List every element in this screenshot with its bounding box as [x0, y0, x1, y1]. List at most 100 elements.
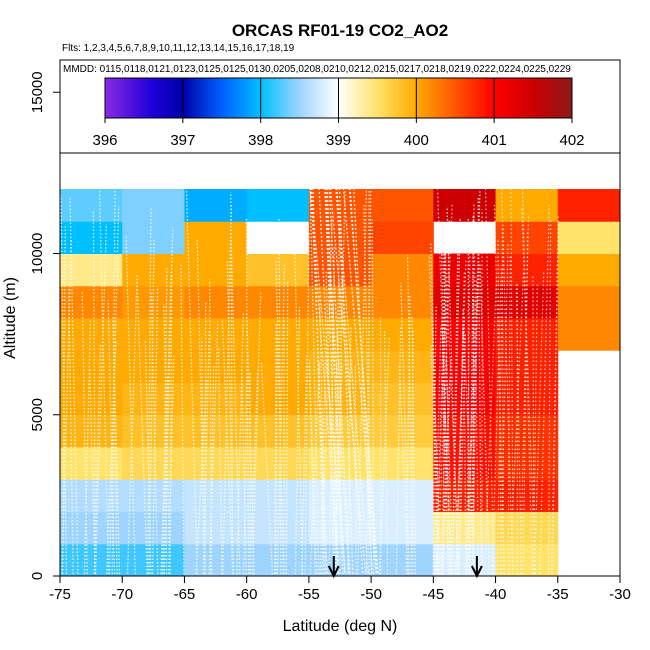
y-tick-label: 0	[29, 572, 46, 580]
flight-track	[111, 183, 116, 575]
flights-label: Flts: 1,2,3,4,5,6,7,8,9,10,11,12,13,14,1…	[62, 43, 295, 54]
flight-track	[164, 378, 168, 575]
flight-track	[325, 271, 335, 575]
flight-track	[400, 282, 410, 575]
flight-track	[243, 334, 249, 575]
flight-track	[221, 318, 234, 575]
colorbar-tick-label: 402	[559, 132, 584, 149]
heatmap-cell	[246, 447, 310, 480]
flight-track	[335, 179, 369, 575]
heatmap-cell	[371, 382, 434, 416]
flight-track	[208, 321, 219, 575]
heatmap-cell	[371, 221, 434, 254]
flight-track	[294, 244, 304, 575]
flight-track	[222, 203, 233, 575]
heatmap-cell	[557, 285, 621, 319]
flight-track	[539, 204, 550, 575]
flight-track	[532, 275, 535, 575]
heatmap-cell	[60, 253, 123, 287]
heatmap-cell	[371, 414, 434, 448]
heatmap-cell	[433, 447, 497, 480]
x-tick-label: -55	[298, 586, 320, 603]
heatmap-cell	[371, 479, 434, 512]
flight-track	[241, 367, 247, 575]
flight-track	[465, 246, 471, 575]
flight-track	[471, 263, 479, 575]
flight-track	[301, 355, 308, 575]
heatmap-cell	[60, 221, 123, 254]
flight-track	[162, 265, 168, 575]
flight-track	[547, 217, 552, 575]
flight-track	[521, 187, 533, 575]
heatmap-cell	[495, 382, 559, 416]
flight-track	[468, 215, 475, 575]
x-tick-label: -75	[49, 586, 71, 603]
flight-track	[94, 223, 108, 575]
flight-track	[98, 181, 110, 575]
plot-frame	[59, 59, 621, 577]
y-tick-label: 5000	[29, 398, 46, 431]
flight-track	[217, 347, 223, 575]
flight-track	[309, 189, 320, 575]
flight-track	[398, 363, 409, 575]
heatmap-cell	[122, 318, 185, 351]
flight-track	[185, 181, 198, 575]
flight-track	[163, 303, 171, 575]
axes: -75 -70 -65 -60 -55 -50 -45 -40 -35 -30 0 5000 10000…	[29, 71, 631, 603]
colorbar-tick-label: 401	[482, 132, 507, 149]
flight-track	[230, 192, 234, 575]
heatmap-cell	[184, 189, 248, 222]
x-tick-label: -60	[236, 586, 258, 603]
heatmap-cell	[495, 479, 559, 512]
flight-track	[378, 337, 391, 575]
flight-track	[334, 287, 341, 575]
heatmap-cell	[184, 318, 248, 351]
heatmap-cell	[184, 447, 248, 480]
flight-track	[319, 296, 327, 575]
flight-track	[532, 282, 538, 575]
flight-track	[308, 359, 316, 575]
heatmap-cell	[246, 221, 310, 254]
flight-track	[515, 283, 523, 575]
flight-track	[201, 338, 205, 575]
heatmap-cell	[122, 447, 185, 480]
flight-track	[472, 297, 475, 575]
flight-track	[112, 314, 121, 575]
flight-track	[136, 273, 148, 575]
x-axis-label: Latitude (deg N)	[283, 618, 398, 635]
heatmap-cell	[308, 285, 372, 319]
flight-track	[507, 256, 511, 575]
x-tick-label: -35	[547, 586, 569, 603]
flight-track	[456, 270, 465, 575]
flight-track	[484, 186, 495, 575]
flight-track	[410, 330, 414, 575]
flight-track	[275, 334, 278, 575]
heatmap-cell	[557, 189, 621, 222]
heatmap-cell	[495, 511, 559, 545]
flight-track	[465, 277, 478, 575]
x-tick-label: -50	[360, 586, 382, 603]
flight-track	[347, 325, 352, 575]
flight-track	[499, 242, 509, 575]
colorbar-ticks: 396 397 398 399 400 401 402	[92, 78, 585, 149]
y-tick-label: 15000	[29, 71, 46, 113]
heatmap-cell	[246, 189, 310, 222]
flight-track	[144, 339, 152, 575]
heatmap-cell	[371, 189, 434, 222]
flight-track	[92, 210, 97, 575]
flight-track	[309, 179, 346, 575]
heatmap-cell	[60, 447, 123, 480]
flight-track	[309, 361, 321, 575]
flight-track	[465, 284, 479, 575]
flight-track	[533, 271, 545, 575]
flight-track	[440, 218, 450, 575]
heatmap-cell	[60, 414, 123, 448]
x-tick-label: -70	[111, 586, 133, 603]
flight-track	[383, 330, 389, 575]
flight-track	[276, 264, 286, 575]
flight-track	[150, 292, 159, 575]
heatmap-cell	[495, 414, 559, 448]
heatmap-cell	[308, 447, 372, 480]
heatmap-cell	[246, 253, 310, 287]
heatmap-cell	[184, 285, 248, 319]
